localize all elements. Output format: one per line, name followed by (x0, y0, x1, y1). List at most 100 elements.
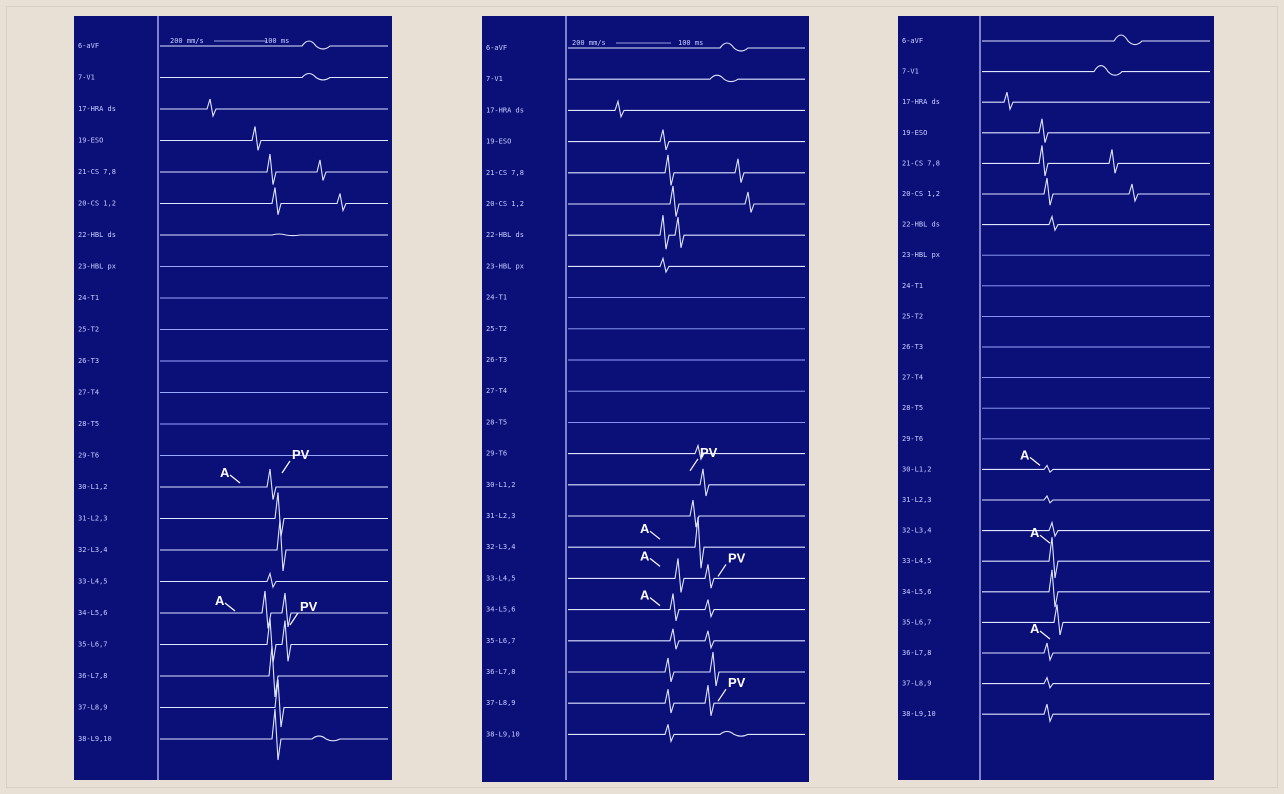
channel-label: 21-CS 7,8 (78, 168, 116, 176)
channel-label: 26-T3 (78, 357, 99, 365)
channel-trace (982, 145, 1210, 177)
channel-label: 24-T1 (902, 282, 923, 290)
channel-trace (982, 537, 1210, 579)
ecg-panel-1-svg: 200 mm/s 100 ms 6-aVF 7-V1 17-HRA ds 19-ESO 21… (78, 16, 388, 780)
channel-trace (982, 704, 1210, 724)
annotation-a: A (640, 588, 650, 603)
channel-label: 19-ESO (486, 138, 511, 146)
channel-label: 7-V1 (486, 75, 503, 83)
channel-label: 36-L7,8 (78, 672, 108, 680)
channel-label: 21-CS 7,8 (902, 159, 940, 167)
channel-label: 20-CS 1,2 (902, 190, 940, 198)
channel-label: 6-aVF (902, 37, 923, 45)
channel-label: 33-L4,5 (902, 557, 932, 565)
annotation-a: A (215, 593, 225, 608)
channel-trace (568, 185, 805, 217)
channel-label: 20-CS 1,2 (486, 200, 524, 208)
annotation-arrow (717, 688, 727, 702)
annotation-arrow (1029, 456, 1041, 466)
channel-label: 20-CS 1,2 (78, 200, 116, 208)
channel-label: 6-aVF (78, 42, 99, 50)
channel-trace (568, 42, 805, 52)
channel-label: 26-T3 (902, 343, 923, 351)
channel-trace (160, 645, 388, 698)
channel-label: 7-V1 (902, 68, 919, 76)
ecg-panel-3: 6-aVF 7-V1 17-HRA ds 19-ESO 21-CS 7,8 20-CS 1… (898, 16, 1214, 780)
channel-label: 36-L7,8 (486, 668, 516, 676)
scale-speed-label: 200 mm/s (170, 37, 204, 45)
channel-trace (982, 604, 1210, 636)
channel-label: 35-L6,7 (486, 637, 516, 645)
channel-label: 26-T3 (486, 356, 507, 364)
channel-trace (160, 40, 388, 50)
channel-label: 25-T2 (486, 325, 507, 333)
channel-label: 31-L2,3 (902, 496, 932, 504)
channel-label: 28-T5 (486, 418, 507, 426)
channel-label: 32-L3,4 (78, 546, 108, 554)
channel-label: 34-L5,6 (902, 588, 932, 596)
annotation-arrow (649, 530, 661, 540)
annotation-pv: PV (700, 445, 718, 460)
channel-label: 22-HBL ds (902, 221, 940, 229)
channel-trace (160, 519, 388, 572)
ecg-panel-3-svg: 6-aVF 7-V1 17-HRA ds 19-ESO 21-CS 7,8 20-CS 1… (902, 16, 1210, 780)
channel-trace (568, 256, 805, 274)
channel-label: 38-L9,10 (78, 735, 112, 743)
annotation-arrow (689, 458, 699, 472)
channel-trace (568, 593, 805, 621)
annotation-arrow (224, 602, 236, 612)
ecg-panel-1: 200 mm/s 100 ms 6-aVF 7-V1 17-HRA ds 19-ESO 21… (74, 16, 392, 780)
annotation-arrow (281, 460, 291, 474)
channel-trace (982, 34, 1210, 46)
channel-label: 34-L5,6 (78, 609, 108, 617)
channel-trace (568, 651, 805, 687)
channel-label: 35-L6,7 (902, 618, 932, 626)
channel-label: 31-L2,3 (78, 515, 108, 523)
channel-trace (568, 499, 805, 528)
channel-trace (982, 177, 1210, 206)
annotation-a: A (1030, 525, 1040, 540)
channel-label: 23-HBL px (78, 263, 116, 271)
channel-trace (982, 118, 1210, 143)
channel-trace (160, 233, 388, 237)
channel-label: 7-V1 (78, 74, 95, 82)
annotation-arrow (717, 564, 727, 577)
channel-label: 22-HBL ds (78, 231, 116, 239)
channel-trace (568, 517, 805, 569)
figure-border (6, 6, 1278, 788)
channel-trace (160, 590, 388, 629)
channel-label: 33-L4,5 (486, 574, 516, 582)
channel-label: 22-HBL ds (486, 231, 524, 239)
channel-trace (160, 153, 388, 185)
channel-label: 17-HRA ds (486, 106, 524, 114)
annotation-pv: PV (300, 599, 318, 614)
channel-trace (982, 92, 1210, 112)
channel-trace (160, 679, 388, 728)
channel-trace (982, 214, 1210, 232)
channel-label: 30-L1,2 (78, 483, 108, 491)
channel-trace (568, 154, 805, 186)
channel-trace (982, 569, 1210, 608)
channel-label: 30-L1,2 (902, 465, 932, 473)
channel-trace (568, 724, 805, 744)
channel-label: 31-L2,3 (486, 512, 516, 520)
annotation-pv: PV (728, 550, 746, 565)
channel-label: 38-L9,10 (486, 730, 520, 738)
channel-label: 28-T5 (78, 420, 99, 428)
channel-label: 36-L7,8 (902, 649, 932, 657)
channel-label: 19-ESO (78, 137, 103, 145)
annotation-pv: PV (728, 675, 746, 690)
channel-trace (568, 443, 805, 461)
channel-trace (160, 571, 388, 589)
channel-trace (568, 215, 805, 250)
channel-trace (568, 558, 805, 593)
channel-label: 23-HBL px (486, 262, 524, 270)
channel-label: 29-T6 (902, 435, 923, 443)
channel-label: 17-HRA ds (902, 98, 940, 106)
channel-label: 30-L1,2 (486, 481, 516, 489)
scale-time-label: 100 ms (678, 39, 703, 47)
ecg-panel-2: 200 mm/s 100 ms 6-aVF 7-V1 17-HRA ds 19-ESO 21… (482, 16, 809, 782)
annotation-arrow (649, 557, 661, 567)
channel-trace (568, 628, 805, 650)
